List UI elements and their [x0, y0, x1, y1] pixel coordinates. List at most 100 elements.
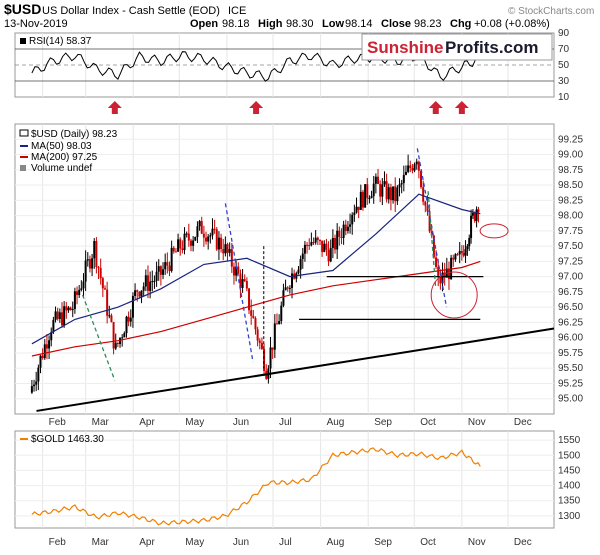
price-y-tick-label: 95.50 [558, 363, 583, 374]
price-candle-body [228, 249, 231, 253]
price-candle-body [379, 183, 382, 197]
price-candle-body [215, 229, 218, 250]
chg-value: +0.08 (+0.08%) [474, 18, 550, 30]
price-candle-body [232, 266, 235, 276]
price-candle-body [112, 322, 115, 349]
low-value: 98.14 [345, 18, 373, 30]
price-candle-body [222, 249, 225, 254]
price-candle-body [346, 226, 349, 232]
price-candle-body [353, 212, 356, 215]
price-x-tick-label: Apr [139, 417, 155, 428]
price-candle-body [271, 347, 274, 350]
price-candle-body [318, 240, 321, 242]
price-candle-body [456, 254, 459, 256]
price-candle-body [205, 237, 208, 242]
price-candle-body [114, 342, 117, 349]
price-candle-body [58, 312, 61, 319]
price-candle-body [119, 337, 122, 344]
gold-x-tick-label: Nov [468, 537, 486, 548]
price-candle-body [155, 271, 158, 281]
price-candle-body [78, 289, 81, 296]
price-candle-body [258, 340, 261, 343]
price-candle-body [338, 230, 341, 237]
price-candle-body [275, 323, 278, 325]
price-candle-body [97, 267, 100, 269]
price-x-tick-label: Nov [468, 417, 486, 428]
price-candle-body [441, 272, 444, 284]
exchange-label: ICE [228, 5, 246, 17]
price-candle-body [103, 288, 106, 290]
price-candle-body [372, 183, 375, 197]
price-candle-body [166, 262, 169, 266]
price-candle-body [385, 181, 388, 200]
price-candle-body [256, 329, 259, 341]
price-candle-body [170, 247, 173, 271]
price-candle-body [52, 319, 55, 333]
price-candle-body [93, 241, 96, 259]
price-candle-body [314, 237, 317, 243]
price-candle-body [471, 212, 474, 216]
price-candle-body [80, 288, 83, 290]
price-y-tick-label: 97.75 [558, 226, 583, 237]
chg-label: Chg [450, 18, 471, 30]
rsi-y-tick-label: 50 [558, 60, 570, 71]
symbol-title: $USD [4, 1, 41, 17]
price-candle-body [181, 248, 184, 250]
price-candle-body [159, 266, 162, 275]
gold-x-tick-label: Apr [139, 537, 155, 548]
price-candle-body [138, 291, 141, 297]
rsi-y-tick-label: 10 [558, 92, 570, 103]
price-candle-body [164, 262, 167, 270]
gold-y-tick-label: 1500 [558, 450, 581, 461]
price-candle-body [424, 201, 427, 206]
price-candle-body [428, 211, 431, 232]
gold-y-tick-label: 1300 [558, 511, 581, 522]
up-arrow-marker [107, 101, 122, 114]
gold-line [31, 447, 481, 526]
price-candle-body [224, 244, 227, 254]
price-candle-body [357, 206, 360, 210]
price-candle-body [194, 236, 197, 241]
price-candle-body [475, 209, 478, 221]
price-candle-body [368, 198, 371, 200]
price-candle-body [140, 290, 143, 297]
price-candle-body [235, 266, 238, 276]
price-candle-body [33, 384, 36, 387]
price-candle-body [426, 205, 429, 212]
price-candle-body [125, 316, 128, 334]
price-x-tick-label: Jun [233, 417, 249, 428]
price-candle-body [466, 246, 469, 250]
price-candle-body [106, 289, 109, 316]
price-candle-body [252, 315, 255, 319]
price-candle-body [185, 233, 188, 235]
up-arrow-marker [249, 101, 264, 114]
gold-y-tick-label: 1350 [558, 496, 581, 507]
price-y-tick-label: 95.75 [558, 348, 583, 359]
price-candle-body [30, 386, 33, 393]
price-candle-body [392, 186, 395, 201]
price-candle-body [454, 254, 457, 260]
price-candle-body [243, 279, 246, 282]
price-x-tick-label: Feb [49, 417, 67, 428]
price-y-tick-label: 98.00 [558, 211, 583, 222]
price-candle-body [310, 242, 313, 246]
price-y-tick-label: 98.50 [558, 180, 583, 191]
watermark: © StockCharts.com [508, 6, 594, 17]
price-candle-body [131, 295, 134, 318]
price-candle-body [174, 251, 177, 253]
price-candle-body [344, 224, 347, 232]
price-candle-body [183, 233, 186, 250]
price-candle-body [269, 347, 272, 369]
price-candle-body [299, 258, 302, 270]
price-candle-body [460, 250, 463, 254]
low-label: Low [322, 18, 344, 30]
price-grid [15, 124, 554, 414]
price-y-tick-label: 98.25 [558, 195, 583, 206]
price-candle-body [196, 226, 199, 237]
price-candle-body [411, 168, 414, 171]
price-panel [14, 123, 555, 415]
price-candle-body [54, 311, 57, 320]
price-candle-body [327, 249, 330, 262]
gold-y-tick-label: 1400 [558, 481, 581, 492]
price-candle-body [359, 191, 362, 210]
